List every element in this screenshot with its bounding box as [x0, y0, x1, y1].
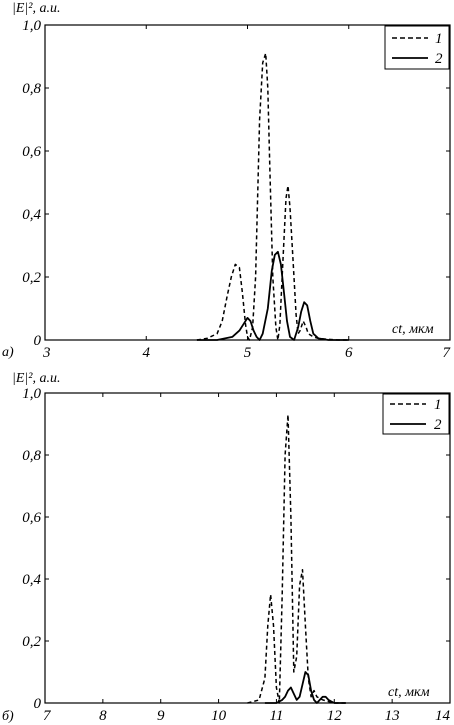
plot-frame-b: [44, 392, 451, 704]
legend-label-2-a: 2: [435, 51, 443, 67]
y-ticks-b: 0 0,2 0,4 0,6 0,8 1,0: [22, 386, 450, 712]
x-tick-label: 12: [327, 708, 343, 724]
panel-b: |E|², а.u. 00,20,40,60,81,0 7 8 9 10 11 12 13 1…: [2, 371, 451, 724]
y-tick-label: 1,0: [22, 18, 41, 34]
legend-a: 1 2: [384, 25, 450, 70]
legend-b: 1 2: [382, 393, 450, 435]
x-ticks-a: 3 4 5 6 7: [42, 25, 452, 361]
series-line-2-a: [196, 250, 349, 341]
legend-label-2-b: 2: [434, 417, 442, 433]
y-tick-label: 0,2: [22, 270, 41, 286]
y-tick-label: 0: [34, 333, 42, 349]
x-tick-label: 7: [43, 708, 52, 724]
y-tick-label: 0,8: [22, 448, 41, 464]
legend-label-1-b: 1: [434, 397, 442, 413]
plot-frame-a: [44, 24, 451, 341]
x-tick-label: 5: [244, 345, 252, 361]
y-tick-label: 0,8: [22, 81, 41, 97]
legend-label-1-a: 1: [435, 31, 443, 47]
y-tick-label: 0,2: [22, 634, 41, 650]
y-tick-label: 0: [34, 696, 42, 712]
series-group-b: [247, 413, 346, 704]
x-tick-label: 9: [157, 708, 165, 724]
x-tick-label: 14: [435, 708, 451, 724]
x-axis-label-b: ct, мкм: [388, 685, 430, 700]
x-axis-label-a: ct, мкм: [392, 322, 434, 337]
series-line-1-b: [247, 413, 346, 704]
series-group-a: [196, 52, 349, 341]
x-tick-label: 13: [385, 708, 400, 724]
panel-label-b: б): [2, 709, 14, 724]
x-ticks-b: 7 8 9 10 11 12 13 14: [43, 393, 451, 724]
y-axis-label-b: |E|², а.u.: [12, 371, 60, 386]
y-tick-label: 0,6: [22, 144, 41, 160]
panel-label-a: а): [2, 345, 14, 360]
y-ticks-a: 0 0,2 0,4 0,6 0,8 1,0: [22, 18, 450, 349]
legend-box-a: [384, 25, 450, 70]
x-tick-label: 4: [143, 345, 151, 361]
x-tick-label: 11: [269, 708, 283, 724]
x-tick-label: 6: [345, 345, 353, 361]
series-line-1-a: [196, 52, 349, 341]
y-tick-label: 1,0: [22, 386, 41, 402]
series-line-2-b: [264, 671, 346, 704]
x-tick-label: 10: [211, 708, 227, 724]
y-axis-label-a: |E|², а.u.: [12, 1, 60, 16]
legend-box-b: [382, 393, 450, 435]
panel-a: |E|², а.u. 0 0,2 0,4 0,6 0,8 1,0 3 4 5 6 7 ct, мк…: [2, 1, 452, 361]
x-tick-label: 7: [443, 345, 452, 361]
y-tick-label: 0,4: [22, 207, 41, 223]
y-tick-label: 0,4: [22, 572, 41, 588]
y-tick-label: 0,6: [22, 510, 41, 526]
x-tick-label: 8: [99, 708, 107, 724]
x-tick-label: 3: [42, 345, 51, 361]
